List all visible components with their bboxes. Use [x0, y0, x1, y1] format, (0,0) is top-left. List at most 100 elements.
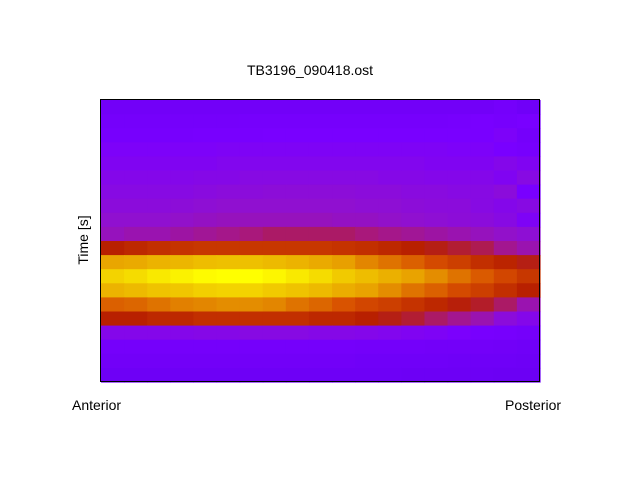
- heatmap-cell-r12-c7: [262, 269, 287, 284]
- heatmap-cell-r4-c16: [470, 156, 495, 172]
- heatmap-cell-r17-c11: [355, 339, 379, 355]
- heatmap-cell-r1-c7: [262, 114, 287, 129]
- heatmap-cell-r11-c4: [193, 255, 218, 270]
- heatmap-cell-r10-c4: [193, 241, 218, 256]
- heatmap-cell-r17-c10: [332, 339, 356, 355]
- heatmap-cell-r10-c9: [308, 241, 333, 256]
- heatmap-cell-r0-c16: [470, 100, 495, 115]
- heatmap-cell-r3-c8: [285, 142, 310, 157]
- heatmap-cell-r6-c12: [378, 184, 402, 200]
- heatmap-cell-r5-c18: [516, 170, 541, 186]
- heatmap-cell-r10-c16: [470, 241, 495, 256]
- heatmap-cell-r13-c7: [262, 283, 287, 298]
- heatmap-cell-r7-c5: [216, 198, 241, 214]
- heatmap-cell-r1-c11: [355, 114, 379, 129]
- heatmap-cell-r7-c11: [355, 198, 379, 214]
- heatmap-cell-r2-c9: [308, 128, 333, 143]
- heatmap-cell-r4-c6: [239, 156, 264, 172]
- heatmap-cell-r13-c14: [424, 283, 449, 298]
- heatmap-cell-r10-c18: [516, 241, 541, 256]
- heatmap-cell-r16-c18: [516, 325, 541, 341]
- heatmap-cell-r13-c15: [447, 283, 472, 298]
- heatmap-cell-r1-c5: [216, 114, 241, 129]
- heatmap-cell-r14-c0: [101, 297, 125, 313]
- heatmap-cell-r19-c13: [401, 367, 426, 383]
- heatmap-cell-r3-c12: [378, 142, 402, 157]
- heatmap-cell-r11-c0: [101, 255, 125, 270]
- heatmap-cell-r10-c15: [447, 241, 472, 256]
- heatmap-cell-r9-c7: [262, 226, 287, 242]
- heatmap-cell-r12-c0: [101, 269, 125, 284]
- heatmap-cell-r19-c12: [378, 367, 402, 383]
- heatmap-cell-r5-c3: [170, 170, 195, 186]
- heatmap-cell-r2-c10: [332, 128, 356, 143]
- heatmap-cell-r1-c0: [101, 114, 125, 129]
- heatmap-cell-r0-c0: [101, 100, 125, 115]
- heatmap-cell-r15-c11: [355, 311, 379, 327]
- heatmap-cell-r19-c6: [239, 367, 264, 383]
- heatmap-cell-r7-c14: [424, 198, 449, 214]
- heatmap-cell-r5-c6: [239, 170, 264, 186]
- heatmap-cell-r19-c17: [493, 367, 518, 383]
- heatmap-cell-r18-c9: [308, 353, 333, 369]
- heatmap-cell-r18-c15: [447, 353, 472, 369]
- heatmap-cell-r16-c14: [424, 325, 449, 341]
- heatmap-cell-r8-c5: [216, 212, 241, 228]
- heatmap-cell-r12-c3: [170, 269, 195, 284]
- heatmap-cell-r12-c17: [493, 269, 518, 284]
- heatmap-cell-r10-c14: [424, 241, 449, 256]
- heatmap-cell-r7-c4: [193, 198, 218, 214]
- heatmap-cell-r19-c1: [124, 367, 148, 383]
- heatmap-cell-r0-c9: [308, 100, 333, 115]
- x-tick-label-anterior: Anterior: [72, 397, 122, 413]
- heatmap-cell-r2-c14: [424, 128, 449, 143]
- heatmap-cell-r2-c16: [470, 128, 495, 143]
- heatmap-cell-r5-c7: [262, 170, 287, 186]
- heatmap-cell-r16-c7: [262, 325, 287, 341]
- heatmap-cell-r1-c1: [124, 114, 148, 129]
- heatmap-cell-r4-c3: [170, 156, 195, 172]
- heatmap-cell-r15-c4: [193, 311, 218, 327]
- heatmap-cell-r19-c7: [262, 367, 287, 383]
- heatmap-cell-r16-c8: [285, 325, 310, 341]
- heatmap-cell-r3-c7: [262, 142, 287, 157]
- heatmap-cell-r12-c13: [401, 269, 426, 284]
- heatmap-cell-r18-c17: [493, 353, 518, 369]
- heatmap-cell-r11-c18: [516, 255, 541, 270]
- heatmap-cell-r10-c12: [378, 241, 402, 256]
- heatmap-cell-r18-c18: [516, 353, 541, 369]
- heatmap-cell-r8-c10: [332, 212, 356, 228]
- heatmap-cell-r1-c16: [470, 114, 495, 129]
- heatmap-cell-r15-c14: [424, 311, 449, 327]
- heatmap-cell-r4-c5: [216, 156, 241, 172]
- heatmap-cell-r12-c16: [470, 269, 495, 284]
- heatmap-cell-r0-c10: [332, 100, 356, 115]
- heatmap-cell-r18-c8: [285, 353, 310, 369]
- heatmap-cell-r2-c3: [170, 128, 195, 143]
- heatmap-cell-r10-c0: [101, 241, 125, 256]
- heatmap-cell-r12-c2: [147, 269, 171, 284]
- heatmap-cell-r1-c15: [447, 114, 472, 129]
- heatmap-cell-r11-c11: [355, 255, 379, 270]
- heatmap-cell-r7-c2: [147, 198, 171, 214]
- heatmap-cell-r1-c9: [308, 114, 333, 129]
- heatmap-cell-r7-c7: [262, 198, 287, 214]
- heatmap-cell-r15-c3: [170, 311, 195, 327]
- heatmap-cell-r10-c3: [170, 241, 195, 256]
- heatmap-cell-r16-c3: [170, 325, 195, 341]
- heatmap-cell-r14-c18: [516, 297, 541, 313]
- heatmap-cell-r15-c10: [332, 311, 356, 327]
- heatmap-cell-r3-c3: [170, 142, 195, 157]
- heatmap-cell-r13-c5: [216, 283, 241, 298]
- heatmap-cell-r17-c2: [147, 339, 171, 355]
- heatmap-cell-r3-c16: [470, 142, 495, 157]
- heatmap-cell-r9-c15: [447, 226, 472, 242]
- heatmap-cell-r6-c9: [308, 184, 333, 200]
- heatmap-cell-r18-c11: [355, 353, 379, 369]
- plot-border: [100, 99, 540, 382]
- heatmap-cell-r4-c1: [124, 156, 148, 172]
- heatmap-cell-r9-c12: [378, 226, 402, 242]
- heatmap-cell-r0-c4: [193, 100, 218, 115]
- heatmap-cell-r14-c7: [262, 297, 287, 313]
